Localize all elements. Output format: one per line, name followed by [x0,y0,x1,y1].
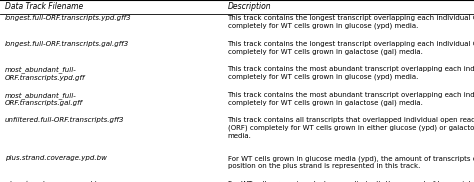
Text: For WT cells grown in galactose media (gal), the amount of transcripts covering
: For WT cells grown in galactose media (g… [228,181,474,182]
Text: plus.strand.coverage.ypd.bw: plus.strand.coverage.ypd.bw [5,155,107,161]
Text: unfiltered.full-ORF.transcripts.gff3: unfiltered.full-ORF.transcripts.gff3 [5,117,124,123]
Text: This track contains the longest transcript overlapping each individual ORF
compl: This track contains the longest transcri… [228,15,474,29]
Text: This track contains the longest transcript overlapping each individual ORF
compl: This track contains the longest transcri… [228,41,474,55]
Text: longest.full-ORF.transcripts.ypd.gff3: longest.full-ORF.transcripts.ypd.gff3 [5,15,131,21]
Text: most_abundant_full-
ORF.transcripts.ypd.gff: most_abundant_full- ORF.transcripts.ypd.… [5,66,85,81]
Text: This track contains all transcripts that overlapped individual open reading fram: This track contains all transcripts that… [228,117,474,139]
Text: This track contains the most abundant transcript overlapping each individual ORF: This track contains the most abundant tr… [228,92,474,106]
Text: most_abundant_full-
ORF.transcripts.gal.gff: most_abundant_full- ORF.transcripts.gal.… [5,92,83,106]
Text: For WT cells grown in glucose media (ypd), the amount of transcripts covering ea: For WT cells grown in glucose media (ypd… [228,155,474,169]
Text: longest.full-ORF.transcripts.gal.gff3: longest.full-ORF.transcripts.gal.gff3 [5,41,129,47]
Text: Data Track Filename: Data Track Filename [5,2,83,11]
Text: Description: Description [228,2,271,11]
Text: This track contains the most abundant transcript overlapping each individual ORF: This track contains the most abundant tr… [228,66,474,80]
Text: plus.strand.coverage.gal.bw: plus.strand.coverage.gal.bw [5,181,104,182]
